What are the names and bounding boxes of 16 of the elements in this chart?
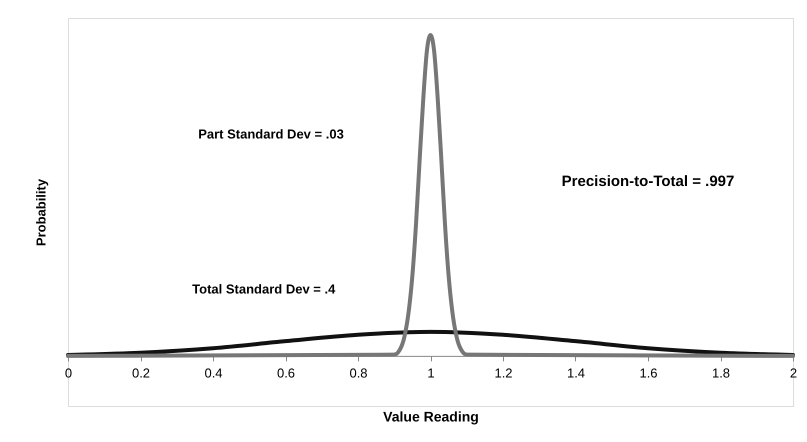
annotation: Total Standard Dev = .4 [192,282,336,297]
x-tick-label: 0.2 [132,365,150,380]
x-tick-label: 0.4 [204,365,223,380]
y-axis-title: Probability [34,178,48,246]
x-tick-label: 0 [64,365,72,380]
x-tick-label: 2 [790,365,798,380]
x-tick-label: 1 [427,365,435,380]
x-tick-label: 0.6 [276,365,296,380]
x-tick-label: 1.4 [566,365,586,380]
x-tick-label: 1.8 [712,365,730,380]
annotation: Part Standard Dev = .03 [198,126,344,142]
x-axis-title: Value Reading [383,408,479,424]
x-tick-label: 1.2 [494,365,513,380]
x-tick-label: 0.8 [349,365,368,380]
x-tick-label: 1.6 [639,365,658,380]
annotation: Precision-to-Total = .997 [562,172,734,190]
